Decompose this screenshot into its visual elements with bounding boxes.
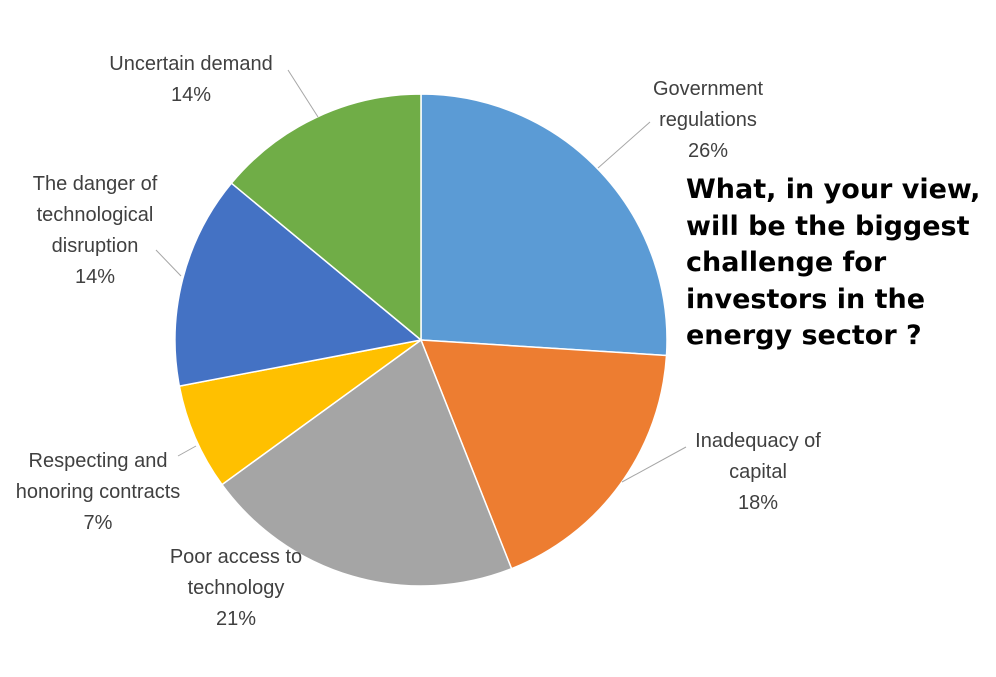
slice-label-1: Government regulations 26% — [653, 78, 763, 162]
pie-slice-1 — [420, 93, 668, 357]
leader-line-2 — [621, 446, 687, 483]
slice-category-label: honoring contracts — [16, 481, 181, 503]
slice-value-label: 14% — [171, 84, 211, 106]
slice-labels: Government regulations 26% Inadequacy of cap… — [16, 53, 822, 630]
slice-category-label: disruption — [52, 235, 139, 257]
slice-category-label: Uncertain demand — [109, 53, 272, 75]
slice-category-label: The danger of — [33, 173, 158, 195]
leader-lines — [155, 69, 687, 483]
slice-category-label: technology — [188, 577, 285, 599]
slice-label-3: Poor access to technology 21% — [170, 546, 302, 630]
slice-label-2: Inadequacy of capital 18% — [695, 430, 821, 514]
slice-value-label: 18% — [738, 492, 778, 514]
slice-category-label: technological — [37, 204, 154, 226]
slice-category-label: capital — [729, 461, 787, 483]
slice-value-label: 21% — [216, 608, 256, 630]
pie-slice-6 — [230, 93, 422, 342]
slice-category-label: Respecting and — [29, 450, 168, 472]
pie-slice-3 — [220, 338, 513, 587]
slice-category-label: regulations — [659, 109, 757, 131]
slice-value-label: 7% — [84, 512, 113, 534]
slice-value-label: 26% — [688, 140, 728, 162]
leader-line-4 — [177, 445, 197, 457]
slice-value-label: 14% — [75, 266, 115, 288]
pie-slice-4 — [178, 339, 422, 486]
pie-slices — [174, 93, 668, 587]
slice-category-label: Government — [653, 78, 763, 100]
pie-slice-2 — [419, 339, 668, 570]
slice-label-5: The danger of technological disruption 14% — [33, 173, 158, 288]
slice-label-6: Uncertain demand 14% — [109, 53, 272, 106]
leader-line-1 — [597, 121, 651, 169]
leader-line-6 — [287, 69, 319, 118]
leader-line-5 — [155, 249, 182, 277]
slice-category-label: Inadequacy of — [695, 430, 821, 452]
slice-category-label: Poor access to — [170, 546, 302, 568]
pie-slice-5 — [174, 182, 423, 387]
slice-label-4: Respecting and honoring contracts 7% — [16, 450, 181, 534]
chart-title: What, in your view, will be the biggest … — [686, 174, 981, 351]
